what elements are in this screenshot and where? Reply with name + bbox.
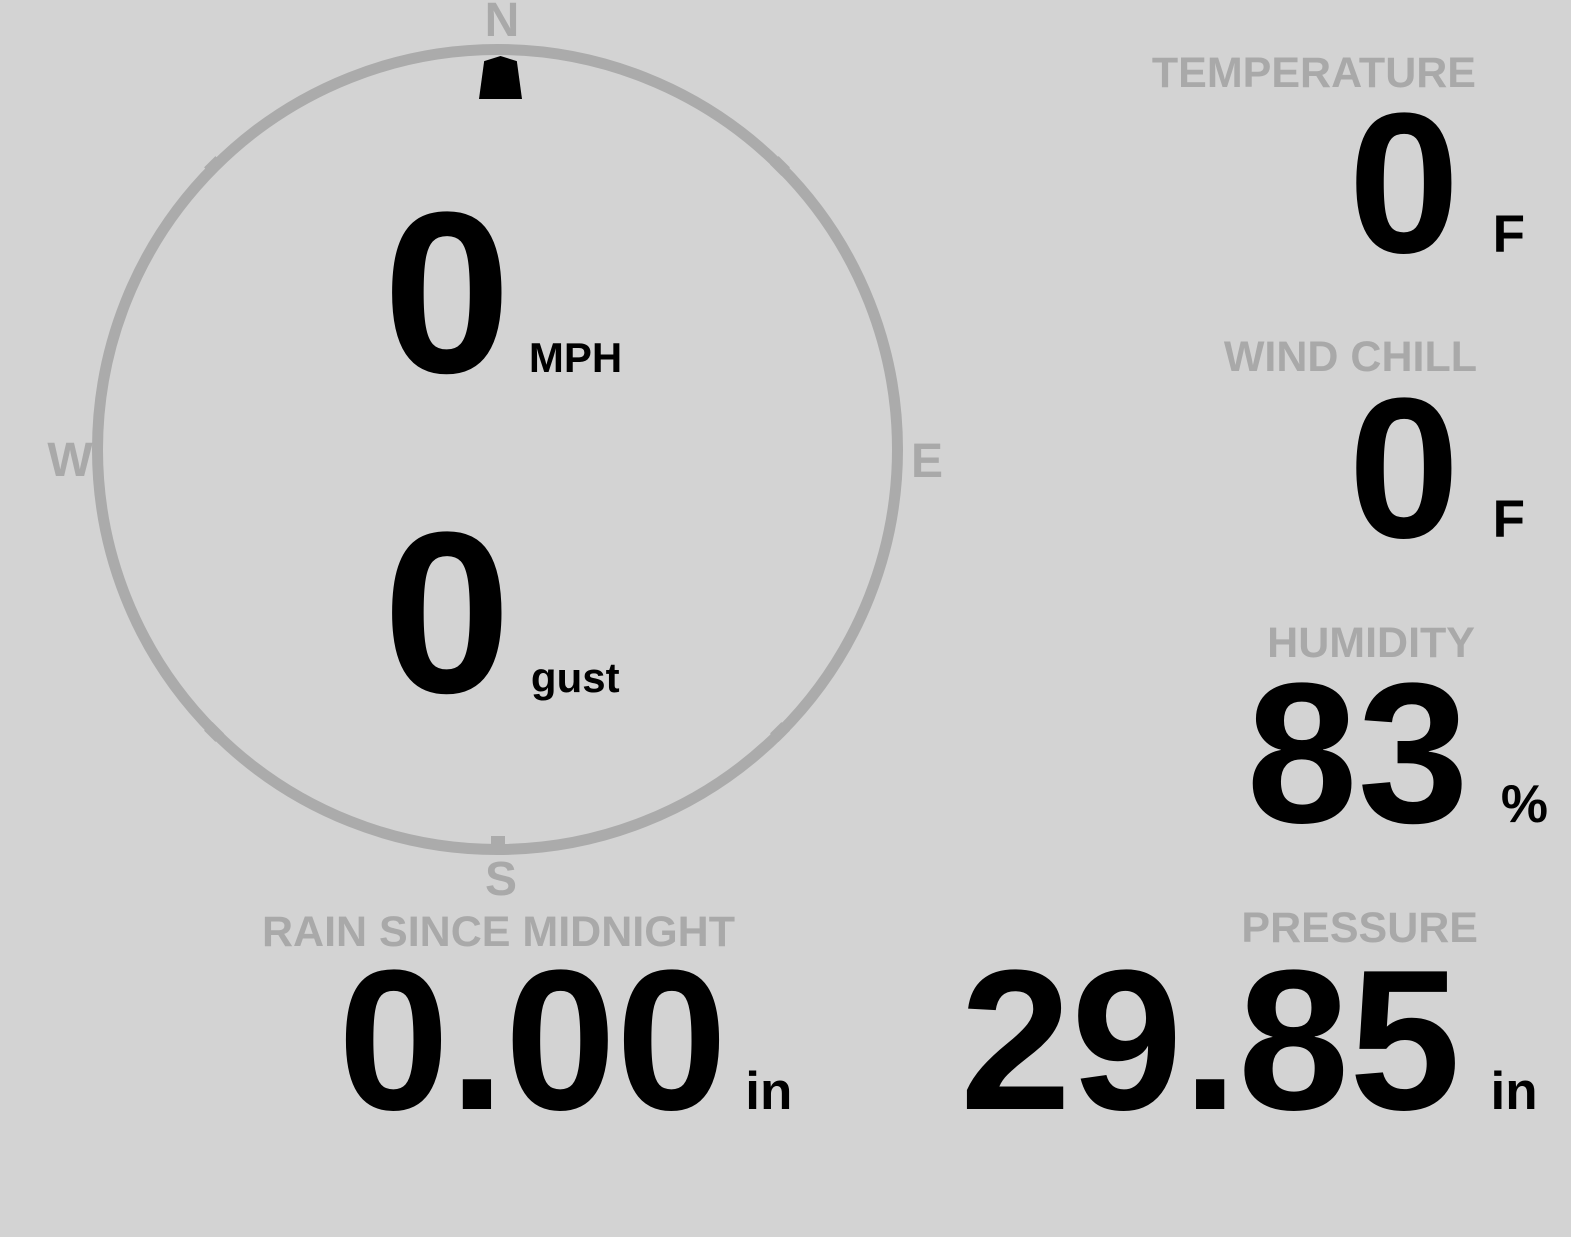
compass-tick-south (491, 836, 505, 848)
wind-chill-value: 0 (1348, 357, 1460, 580)
rain-since-midnight-unit: in (745, 1062, 793, 1121)
rain-since-midnight-label: RAIN SINCE MIDNIGHT (262, 908, 735, 956)
wind-chill-unit: F (1492, 490, 1525, 549)
pressure-reading: 29.85 in (960, 941, 1538, 1141)
wind-gust-unit: gust (530, 654, 620, 701)
compass-label-west: W (47, 434, 93, 487)
wind-speed-value: 0 (383, 164, 511, 421)
compass-label-south: S (484, 853, 518, 906)
temperature-reading: 0 F (1348, 84, 1525, 284)
humidity-reading: 83 % (1246, 654, 1548, 854)
compass-label-north: N (484, 0, 520, 47)
compass-label-east: E (910, 435, 944, 488)
temperature-label: TEMPERATURE (1151, 49, 1476, 97)
pressure-value: 29.85 (960, 929, 1461, 1152)
compass-ring (92, 44, 903, 855)
rain-since-midnight-value: 0.00 (338, 929, 728, 1152)
wind-speed-reading: 0 MPH (383, 178, 622, 408)
pressure-unit: in (1490, 1062, 1538, 1121)
wind-chill-reading: 0 F (1348, 369, 1525, 569)
rain-since-midnight-reading: 0.00 in (338, 941, 792, 1141)
humidity-value: 83 (1246, 642, 1469, 865)
pressure-label: PRESSURE (1241, 904, 1478, 952)
wind-chill-label: WIND CHILL (1223, 333, 1477, 381)
temperature-unit: F (1492, 205, 1525, 264)
temperature-value: 0 (1348, 72, 1460, 295)
wind-gust-reading: 0 gust (383, 498, 620, 728)
wind-gust-value: 0 (383, 484, 511, 741)
humidity-label: HUMIDITY (1267, 619, 1475, 667)
humidity-unit: % (1500, 775, 1548, 834)
wind-direction-marker-icon (479, 56, 522, 99)
wind-speed-unit: MPH (528, 334, 623, 381)
